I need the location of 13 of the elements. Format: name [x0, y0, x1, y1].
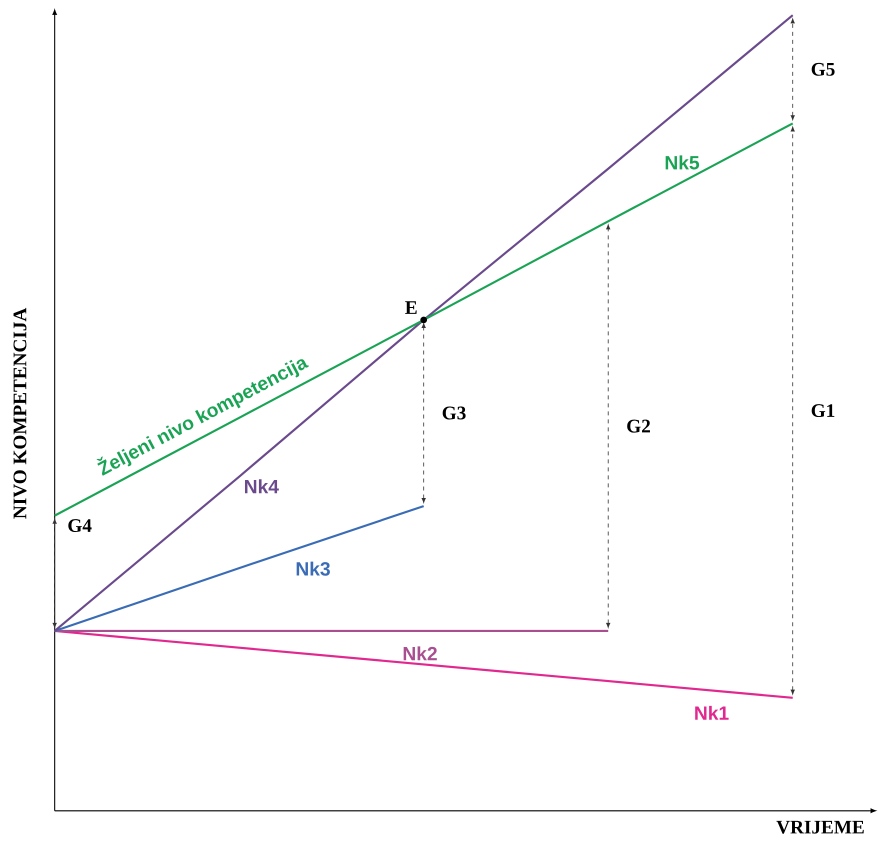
annotation: G4: [68, 518, 92, 532]
series-label: Nk1: [695, 706, 729, 720]
annotation: G3: [442, 406, 466, 420]
x-axis-title: VRIJEME: [776, 820, 864, 834]
y-axis-title: NIVO KOMPETENCIJA: [14, 308, 27, 519]
annotation: G2: [627, 419, 650, 432]
annotation: E: [405, 301, 417, 314]
annotation: G1: [812, 404, 834, 417]
series-label: Nk5: [666, 155, 700, 170]
series-label: Nk3: [296, 561, 330, 576]
series-label: Nk4: [244, 479, 279, 493]
series-label: Nk2: [404, 646, 437, 660]
annotation: G5: [812, 62, 835, 76]
